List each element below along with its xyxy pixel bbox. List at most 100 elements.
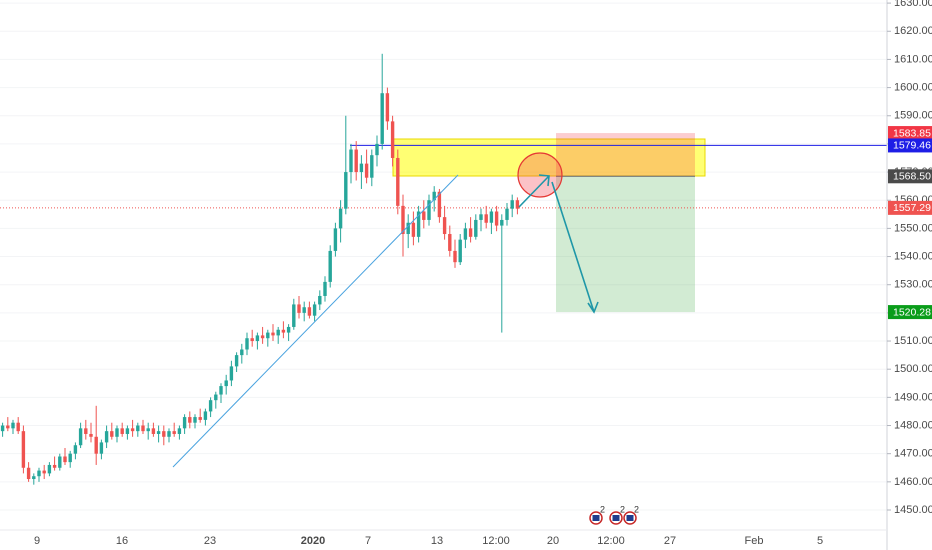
y-tick-label: 1450.00	[894, 504, 932, 516]
candle-body	[333, 228, 338, 251]
candle-body	[401, 205, 405, 235]
candle-body	[338, 208, 343, 229]
candle-body	[162, 431, 166, 437]
candle-body	[193, 417, 197, 423]
price-tag-label: 1557.29	[893, 202, 931, 214]
x-tick-label: 20	[547, 535, 559, 547]
candle-body	[208, 400, 213, 412]
candle-body	[167, 431, 171, 437]
x-tick-label: 7	[365, 535, 371, 547]
x-tick-label: 12:00	[597, 535, 625, 547]
candle-body	[318, 295, 322, 305]
candle-body	[505, 208, 509, 220]
y-tick-label: 1600.00	[894, 81, 932, 93]
x-tick-label: 5	[817, 535, 823, 547]
candle-body	[214, 394, 218, 401]
candle-body	[84, 428, 88, 434]
x-tick-label: 23	[204, 535, 216, 547]
candle-body	[468, 228, 473, 237]
target-zone	[556, 176, 695, 313]
candle-body	[240, 349, 244, 356]
arrows	[518, 174, 599, 314]
candle-body	[99, 442, 104, 454]
candle-body	[515, 200, 520, 209]
candle-body	[323, 281, 327, 296]
y-tick-label: 1460.00	[894, 476, 932, 488]
candle-body	[344, 172, 348, 209]
candle-body	[453, 250, 457, 263]
x-tick-label: Feb	[745, 535, 764, 547]
candle-body	[32, 476, 36, 480]
candle-body	[489, 211, 494, 223]
candle-body	[286, 326, 291, 333]
candle-body	[349, 149, 353, 173]
candle-body	[292, 304, 296, 327]
candle-body	[427, 200, 431, 220]
candle-body	[328, 250, 332, 282]
candle-body	[463, 228, 468, 240]
candle-body	[234, 355, 239, 367]
candle-body	[151, 428, 156, 434]
y-tick-label: 1620.00	[894, 25, 932, 37]
event-flag	[612, 515, 620, 521]
x-tick-label: 2020	[301, 535, 325, 547]
candle-body	[42, 470, 46, 474]
candle-body	[484, 214, 488, 223]
price-tag-label: 1520.28	[893, 306, 931, 318]
y-tick-label: 1510.00	[894, 335, 932, 347]
candle-body	[94, 436, 98, 454]
candle-body	[266, 332, 270, 339]
candle-body	[58, 456, 62, 468]
candle-body	[250, 338, 254, 342]
price-tag-label: 1568.50	[893, 171, 931, 183]
candle-body	[281, 329, 286, 333]
price-tag	[888, 305, 932, 320]
candle-body	[224, 380, 228, 387]
candle-body	[6, 425, 10, 429]
candle-body	[0, 425, 5, 432]
candle-body	[37, 470, 41, 477]
candle-body	[406, 222, 410, 235]
candle-body	[182, 417, 187, 429]
y-tick-label: 1530.00	[894, 279, 932, 291]
candle-body	[115, 428, 119, 437]
candle-body	[396, 157, 400, 206]
candle-body	[448, 234, 452, 251]
y-tick-label: 1610.00	[894, 53, 932, 65]
candle-body	[219, 386, 223, 395]
price-tag	[888, 126, 932, 141]
candle-body	[354, 149, 358, 173]
candle-body	[172, 431, 176, 434]
candle-body	[359, 163, 364, 173]
candle-body	[63, 456, 67, 463]
candle-body	[11, 422, 15, 429]
candle-body	[245, 338, 249, 350]
y-tick-label: 1500.00	[894, 363, 932, 375]
candle-body	[271, 332, 275, 336]
candle-body	[390, 121, 395, 158]
candle-body	[312, 304, 317, 316]
candle-body	[52, 464, 57, 468]
candle-body	[297, 304, 301, 313]
y-tick-label: 1490.00	[894, 391, 932, 403]
event-count: 2	[620, 504, 625, 514]
candle-body	[416, 211, 421, 237]
candle-body	[177, 428, 182, 434]
y-tick-label: 1480.00	[894, 419, 932, 431]
event-count: 2	[634, 504, 639, 514]
candle-body	[500, 219, 504, 226]
y-tick-label: 1630.00	[894, 0, 932, 9]
price-tag	[888, 200, 932, 215]
candle-body	[26, 467, 31, 480]
price-tag-label: 1583.85	[893, 127, 931, 139]
candle-body	[47, 464, 52, 474]
candle-body	[302, 307, 306, 313]
candle-body	[479, 214, 483, 220]
candle-body	[78, 428, 83, 446]
x-tick-label: 27	[664, 535, 676, 547]
candle-body	[510, 200, 514, 209]
candle-body	[16, 422, 20, 432]
x-tick-label: 13	[431, 535, 443, 547]
candle-body	[307, 307, 312, 316]
candle-body	[380, 93, 384, 144]
